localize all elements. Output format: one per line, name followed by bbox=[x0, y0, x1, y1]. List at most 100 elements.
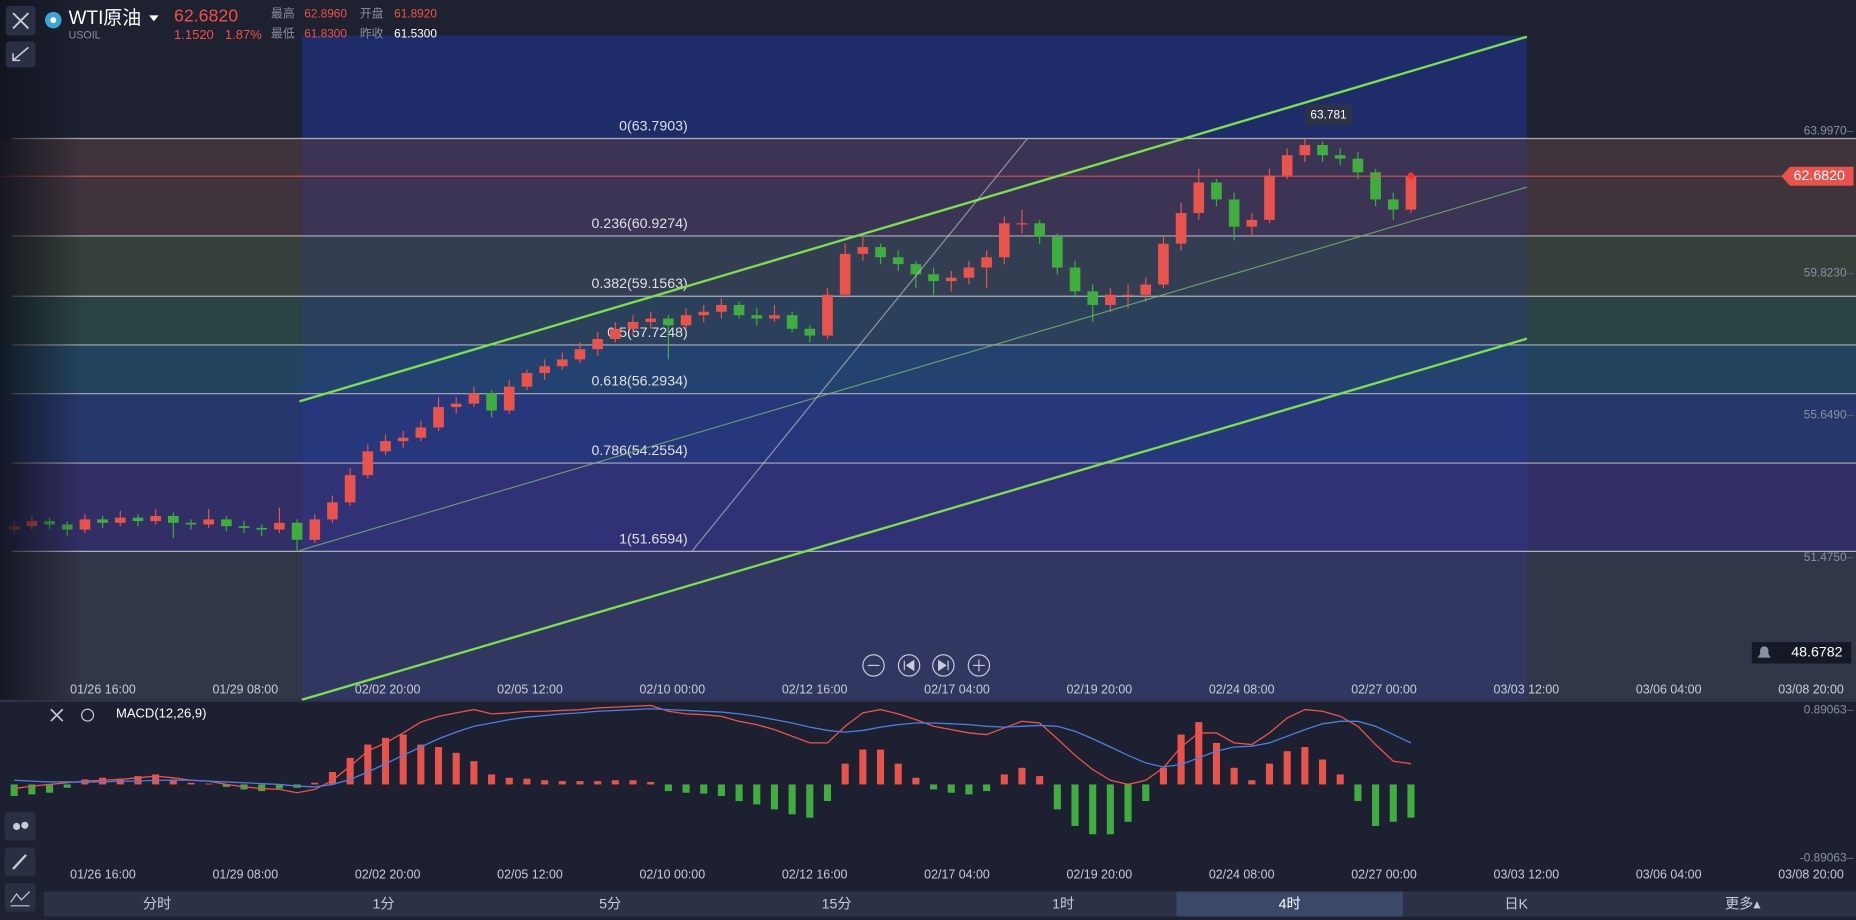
symbol-code: USOIL bbox=[69, 29, 101, 41]
macd-bar bbox=[434, 747, 443, 785]
macd-bar bbox=[134, 776, 142, 785]
macd-bar bbox=[470, 761, 478, 785]
macd-bar bbox=[664, 784, 672, 792]
macd-bar bbox=[399, 734, 407, 785]
timeframe-tab[interactable]: 更多▴ bbox=[1725, 895, 1761, 912]
candle-body bbox=[1317, 144, 1328, 156]
candle-body bbox=[1069, 267, 1081, 292]
candle-body bbox=[309, 519, 321, 540]
close-icon bbox=[12, 12, 30, 30]
macd-settings[interactable] bbox=[81, 708, 95, 722]
last-price-tag bbox=[1781, 166, 1854, 186]
macd-bar bbox=[28, 784, 36, 795]
symbol-icon-dot bbox=[50, 17, 57, 24]
x-tick-label: 03/08 20:00 bbox=[1778, 867, 1844, 881]
y-tick-label: 63.9970 bbox=[1804, 124, 1847, 138]
zoom-in[interactable] bbox=[967, 654, 991, 677]
go-start-icon bbox=[903, 659, 915, 672]
macd-bar bbox=[275, 784, 283, 789]
macd-bar bbox=[452, 752, 460, 785]
candle-body bbox=[769, 315, 780, 319]
macd-bar bbox=[311, 782, 319, 785]
candle-body bbox=[716, 304, 727, 312]
macd-bar bbox=[523, 778, 531, 785]
timeframe-tab[interactable]: 15分 bbox=[822, 896, 852, 912]
stat-label: 昨收 bbox=[360, 26, 384, 40]
edge-fade bbox=[0, 0, 83, 700]
candle-body bbox=[751, 315, 763, 319]
timeframe-tab[interactable]: 4时 bbox=[1279, 896, 1301, 912]
alert-box bbox=[1751, 642, 1852, 664]
go-start[interactable] bbox=[897, 654, 921, 677]
candle-body bbox=[344, 475, 356, 503]
x-tick-label: 02/17 04:00 bbox=[924, 867, 990, 881]
timeframe-tab[interactable]: 1时 bbox=[1052, 896, 1074, 912]
x-tick-label: 03/06 04:00 bbox=[1636, 867, 1702, 881]
candle-body bbox=[556, 359, 568, 367]
timeframe-tab[interactable]: 5分 bbox=[599, 896, 621, 912]
macd-bar bbox=[63, 784, 71, 788]
candle-body bbox=[415, 427, 427, 438]
x-tick-label: 01/29 08:00 bbox=[213, 683, 279, 697]
indicator-icon bbox=[21, 821, 29, 829]
x-tick-label: 02/24 08:00 bbox=[1209, 867, 1275, 881]
macd-bar bbox=[647, 781, 655, 785]
x-tick-label: 03/03 12:00 bbox=[1494, 867, 1560, 881]
candle-body bbox=[1158, 243, 1169, 285]
macd-title: MACD(12,26,9) bbox=[116, 705, 206, 720]
macd-bar bbox=[1336, 774, 1344, 785]
macd-bar bbox=[1124, 784, 1132, 822]
timeframe-tab[interactable]: 分时 bbox=[143, 896, 171, 912]
go-end[interactable] bbox=[932, 654, 955, 677]
macd-bar bbox=[1106, 784, 1114, 835]
macd-bar bbox=[1142, 784, 1150, 802]
macd-bar bbox=[682, 784, 690, 793]
y-tick-label: 51.4750 bbox=[1804, 550, 1847, 564]
candle-body bbox=[663, 318, 674, 326]
macd-close[interactable] bbox=[50, 708, 64, 722]
candle-body bbox=[822, 294, 833, 336]
last-price-label: 62.6820 bbox=[1794, 168, 1845, 184]
channel-fill bbox=[301, 35, 1527, 700]
symbol-dropdown[interactable] bbox=[149, 15, 159, 22]
timeframe-tab[interactable]: 日K bbox=[1504, 896, 1528, 912]
timeframe-tab[interactable]: 1分 bbox=[373, 896, 395, 912]
macd-dif-line bbox=[14, 704, 1412, 794]
candle-body bbox=[503, 386, 515, 411]
high-marker-label: 63.781 bbox=[1310, 107, 1346, 121]
alert-bell[interactable] bbox=[1757, 646, 1771, 658]
candle-body bbox=[1334, 155, 1346, 159]
stat-value: 62.8960 bbox=[304, 6, 347, 20]
y-tick-label: 59.8230 bbox=[1804, 266, 1847, 280]
candle-body bbox=[1193, 182, 1205, 214]
candle-body bbox=[167, 515, 179, 523]
macd-bar bbox=[187, 782, 195, 785]
candle-body bbox=[1034, 223, 1045, 237]
candle-body bbox=[839, 253, 851, 295]
candle-body bbox=[1352, 158, 1364, 173]
fib-label: 0.382(59.1563) bbox=[591, 276, 687, 292]
drawings bbox=[0, 0, 1528, 701]
candle-body bbox=[539, 366, 550, 374]
macd-bar bbox=[594, 781, 602, 785]
fib-band bbox=[0, 235, 1856, 297]
macd-bar bbox=[169, 779, 177, 785]
high-marker-box bbox=[1304, 104, 1353, 126]
candle-body bbox=[468, 393, 480, 404]
macd-bar bbox=[1248, 780, 1256, 785]
candle-body bbox=[1387, 199, 1399, 210]
candle-body bbox=[274, 522, 285, 530]
y-tick-label: -0.89063 bbox=[1800, 851, 1847, 865]
zoom-out[interactable] bbox=[862, 654, 885, 677]
macd-bar bbox=[364, 744, 372, 785]
candle-body bbox=[1299, 144, 1311, 156]
symbol-name[interactable]: WTI原油 bbox=[69, 7, 142, 29]
last-price-dot bbox=[1407, 172, 1415, 180]
candle-body bbox=[1105, 294, 1116, 305]
x-tick-label: 02/19 20:00 bbox=[1067, 683, 1133, 697]
candle-body bbox=[185, 522, 197, 525]
candle-body bbox=[1122, 294, 1134, 296]
candle-body bbox=[998, 223, 1010, 258]
candle-body bbox=[1264, 175, 1275, 220]
